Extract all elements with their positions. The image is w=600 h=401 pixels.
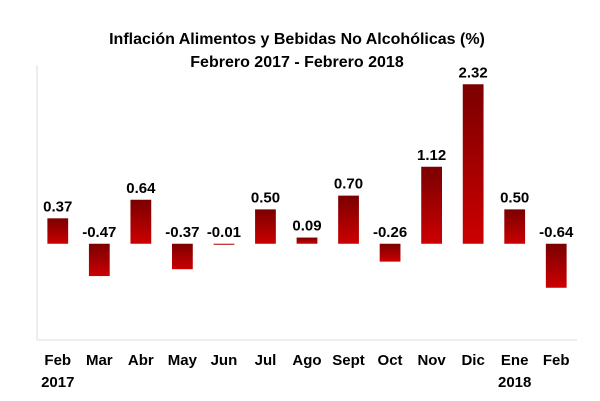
value-label: -0.26 (373, 224, 407, 241)
x-tick-label: Jun (210, 352, 238, 369)
x-tick-label: May (167, 352, 197, 369)
value-label: 0.37 (43, 198, 72, 215)
value-label: -0.37 (165, 224, 199, 241)
x-tick-label: Nov (417, 352, 446, 369)
x-tick-label: Mar (85, 352, 113, 369)
value-label: 0.70 (334, 176, 363, 193)
bar (545, 243, 567, 288)
x-tick-label: Ene 2018 (498, 352, 532, 391)
x-tick-label: Feb (542, 352, 570, 369)
bar (47, 218, 69, 244)
x-tick-label: Jul (254, 352, 277, 369)
value-label: -0.64 (539, 224, 574, 241)
x-tick-label: Oct (377, 352, 403, 369)
chart-subtitle: Febrero 2017 - Febrero 2018 (190, 54, 404, 71)
x-tick-label: Dic (461, 352, 485, 369)
x-tick-label: Abr (127, 352, 154, 369)
bar (379, 243, 401, 262)
chart-title: Inflación Alimentos y Bebidas No Alcohól… (109, 31, 485, 48)
value-label: 0.09 (292, 218, 321, 235)
value-label: -0.01 (207, 224, 241, 241)
value-label: -0.47 (82, 224, 116, 241)
value-label: 0.64 (126, 180, 156, 197)
x-tick-label: Sept (332, 352, 365, 369)
value-label: 0.50 (500, 189, 529, 206)
value-label: 0.50 (251, 189, 280, 206)
value-label: 2.32 (459, 64, 488, 81)
bar (213, 243, 235, 245)
bar (504, 209, 526, 244)
bar (421, 166, 442, 244)
bar (296, 237, 318, 244)
bar (462, 84, 484, 244)
bar (88, 243, 110, 277)
bar (172, 243, 193, 270)
bar (338, 195, 359, 244)
x-tick-label: Ago (292, 352, 322, 369)
bar (255, 209, 276, 244)
value-label: 1.12 (417, 147, 446, 164)
x-tick-label: Feb 2017 (41, 352, 75, 391)
bar (130, 199, 152, 244)
